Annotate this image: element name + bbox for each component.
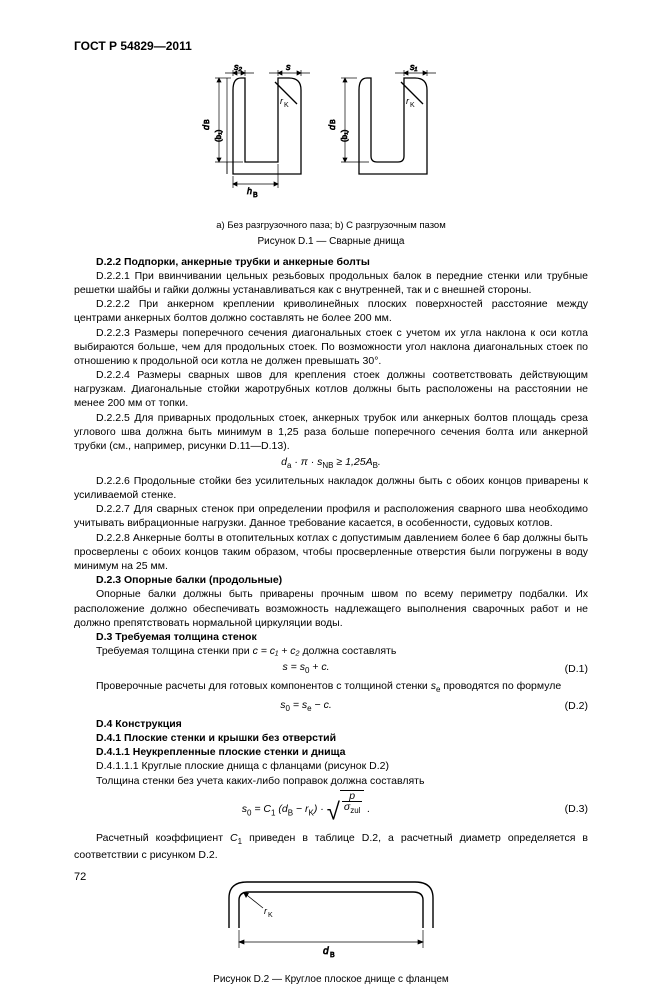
formula-d225-text: da · π · sNB ≥ 1,25AB. bbox=[74, 455, 588, 472]
heading-d3-text: D.3 Требуемая толщина стенок bbox=[96, 631, 257, 643]
formula-d3-eq: s0 = C1 (dB − rK) · √ p σzul . bbox=[74, 790, 538, 829]
formula-d225: da · π · sNB ≥ 1,25AB. bbox=[74, 455, 588, 472]
heading-d4: D.4 Конструкция bbox=[74, 717, 588, 731]
fig1-label-s: s bbox=[286, 62, 291, 72]
formula-d2: s0 = se − c. (D.2) bbox=[74, 698, 588, 715]
d3-p2-post: проводятся по формуле bbox=[440, 680, 561, 692]
heading-d3: D.3 Требуемая толщина стенок bbox=[74, 630, 588, 644]
d3-p2-pre: Проверочные расчеты для готовых компонен… bbox=[96, 680, 431, 692]
para-d225: D.2.2.5 Для приварных продольных стоек, … bbox=[74, 411, 588, 454]
doc-header: ГОСТ Р 54829—2011 bbox=[74, 38, 588, 54]
d4-p3-pre: Расчетный коэффициент bbox=[96, 832, 230, 844]
para-d23-1: Опорные балки должны быть приварены проч… bbox=[74, 587, 588, 630]
figure-d1-svg: r K s s₂ bbox=[181, 62, 481, 212]
para-d226: D.2.2.6 Продольные стойки без усилительн… bbox=[74, 474, 588, 502]
svg-text:d: d bbox=[323, 946, 329, 957]
para-d222: D.2.2.2 При анкерном креплении криволине… bbox=[74, 297, 588, 325]
figure-d1-caption-ab: a) Без разгрузочного паза; b) С разгрузо… bbox=[74, 220, 588, 233]
figure-d1-title: Рисунок D.1 — Сварные днища bbox=[74, 235, 588, 249]
heading-d22: D.2.2 Подпорки, анкерные трубки и анкерн… bbox=[74, 255, 588, 269]
svg-text:B: B bbox=[330, 119, 337, 124]
heading-d22-text: D.2.2 Подпорки, анкерные трубки и анкерн… bbox=[96, 256, 370, 268]
d3-p1-post: должна составлять bbox=[300, 645, 397, 657]
figure-d1: r K s s₂ bbox=[74, 62, 588, 216]
formula-d1: s = s0 + c. (D.1) bbox=[74, 660, 588, 677]
svg-text:B: B bbox=[253, 192, 258, 199]
fig1-label-b1-b: (b₁) bbox=[340, 129, 349, 142]
formula-d3-num: (D.3) bbox=[538, 802, 588, 816]
formula-d2-num: (D.2) bbox=[538, 699, 588, 713]
para-d4-thickness: Толщина стенки без учета каких-либо попр… bbox=[74, 774, 588, 788]
heading-d23-text: D.2.3 Опорные балки (продольные) bbox=[96, 574, 282, 586]
formula-d1-eq: s = s0 + c. bbox=[74, 660, 538, 677]
svg-text:K: K bbox=[284, 102, 289, 109]
figure-d2: r K d B bbox=[74, 870, 588, 969]
heading-d411-text: D.4.1.1 Неукрепленные плоские стенки и д… bbox=[96, 746, 345, 758]
heading-d4-text: D.4 Конструкция bbox=[96, 718, 182, 730]
heading-d411: D.4.1.1 Неукрепленные плоские стенки и д… bbox=[74, 745, 588, 759]
para-d3-2: Проверочные расчеты для готовых компонен… bbox=[74, 679, 588, 696]
fig1-label-s2: s₂ bbox=[234, 62, 243, 72]
para-d4-coef: Расчетный коэффициент C1 приведен в табл… bbox=[74, 831, 588, 862]
svg-text:B: B bbox=[204, 119, 211, 124]
para-d4111: D.4.1.1.1 Круглые плоские днища с фланца… bbox=[74, 759, 588, 773]
para-d228: D.2.2.8 Анкерные болты в отопительных ко… bbox=[74, 531, 588, 574]
para-d227: D.2.2.7 Для сварных стенок при определен… bbox=[74, 502, 588, 530]
heading-d41-text: D.4.1 Плоские стенки и крышки без отверс… bbox=[96, 732, 336, 744]
fig1-label-s1: s₁ bbox=[410, 62, 418, 72]
para-d221: D.2.2.1 При ввинчивании цельных резьбовы… bbox=[74, 269, 588, 297]
heading-d23: D.2.3 Опорные балки (продольные) bbox=[74, 573, 588, 587]
fig1-label-b1-a: (b₁) bbox=[214, 129, 223, 142]
formula-d3: s0 = C1 (dB − rK) · √ p σzul . (D.3) bbox=[74, 790, 588, 829]
formula-d1-num: (D.1) bbox=[538, 662, 588, 676]
svg-text:h: h bbox=[247, 186, 252, 196]
d3-p1-mid: c = c₁ + c₂ bbox=[253, 645, 300, 657]
heading-d41: D.4.1 Плоские стенки и крышки без отверс… bbox=[74, 731, 588, 745]
para-d3-1: Требуемая толщина стенки при c = c₁ + c₂… bbox=[74, 644, 588, 658]
figure-d2-title: Рисунок D.2 — Круглое плоское днище с фл… bbox=[74, 973, 588, 986]
svg-text:B: B bbox=[330, 952, 335, 959]
page-number: 72 bbox=[74, 870, 86, 885]
para-d223: D.2.2.3 Размеры поперечного сечения диаг… bbox=[74, 326, 588, 369]
d3-p1-pre: Требуемая толщина стенки при bbox=[96, 645, 253, 657]
figure-d2-svg: r K d B bbox=[191, 870, 471, 965]
formula-d2-eq: s0 = se − c. bbox=[74, 698, 538, 715]
svg-text:K: K bbox=[410, 102, 415, 109]
para-d224: D.2.2.4 Размеры сварных швов для креплен… bbox=[74, 368, 588, 411]
document-page: ГОСТ Р 54829—2011 r K s bbox=[0, 0, 646, 913]
